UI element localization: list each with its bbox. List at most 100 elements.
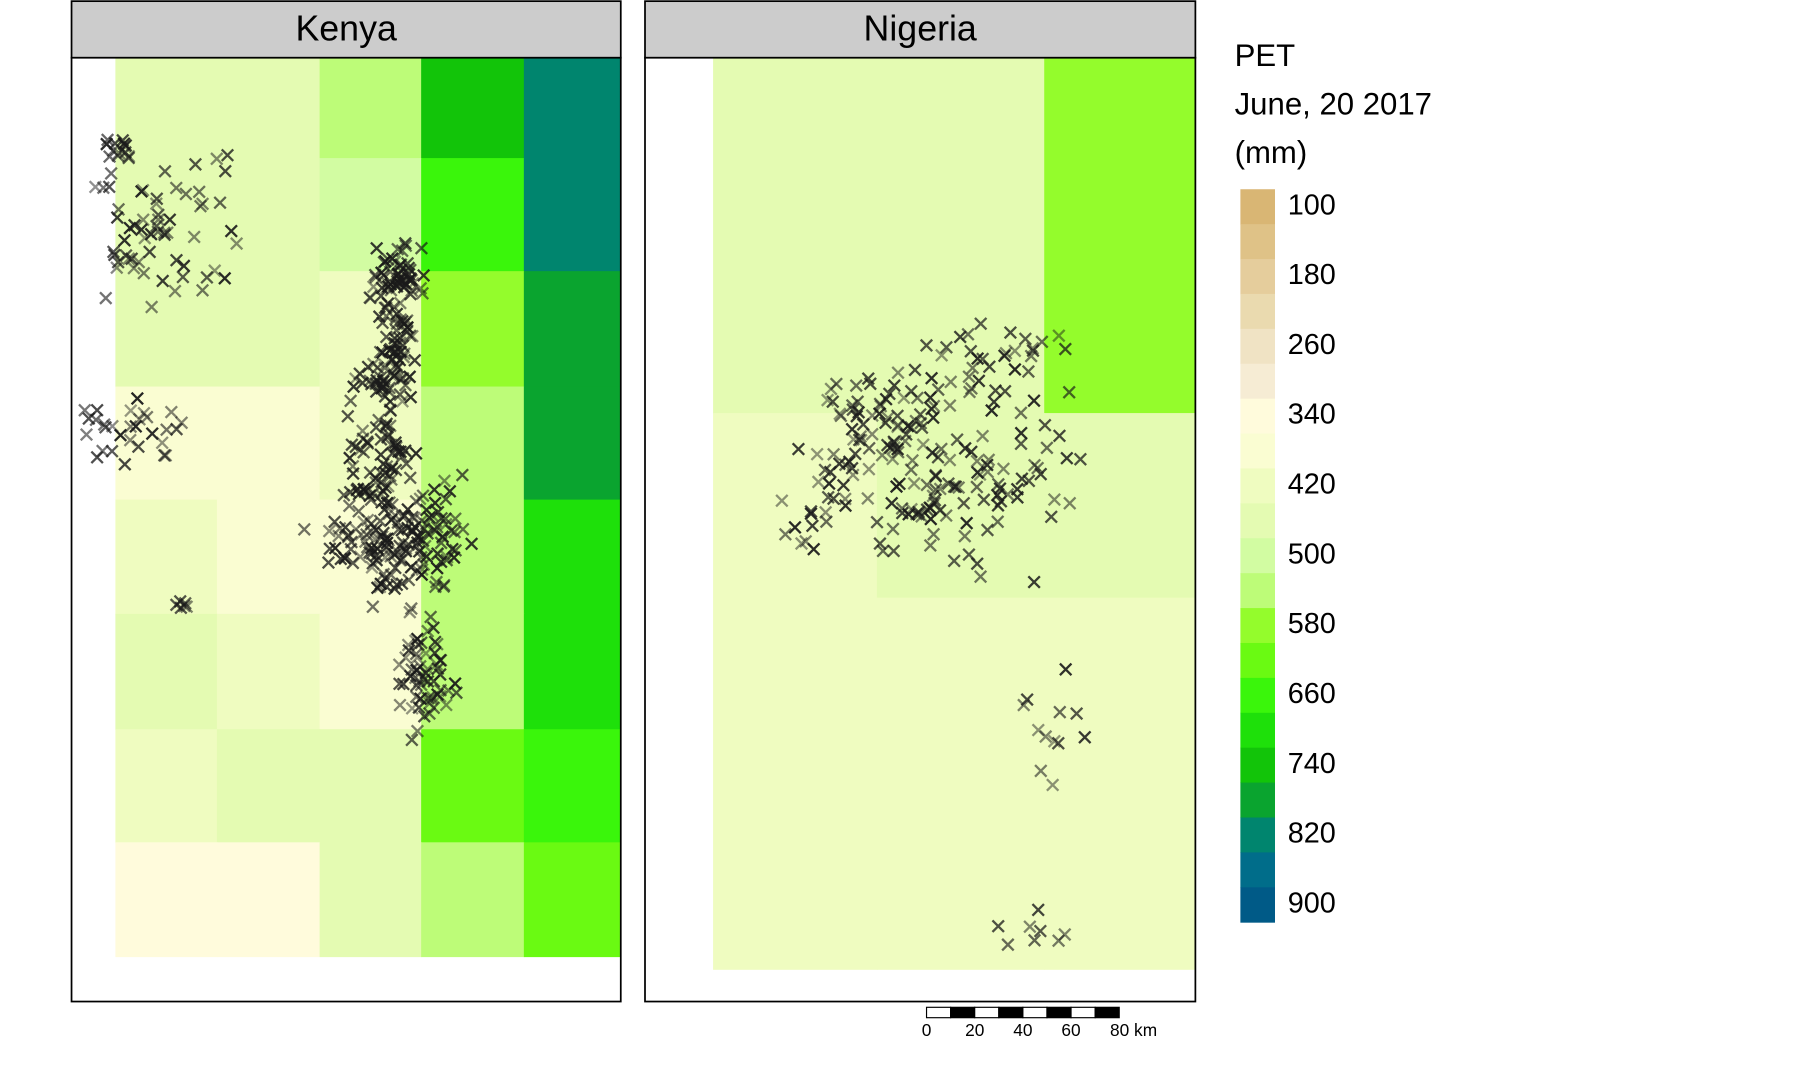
legend-swatch [1240,852,1275,888]
point-marker [990,488,1004,502]
point-marker [151,208,165,222]
raster-cell [115,271,218,388]
point-marker [456,522,470,536]
raster-cell [1044,413,1196,599]
point-marker [402,643,416,658]
point-marker [980,523,995,537]
raster-cell [216,386,321,501]
legend-swatch [1240,747,1275,784]
raster-cell [216,158,321,272]
point-marker [928,493,942,507]
point-marker [363,290,377,305]
legend-label: 740 [1288,748,1336,780]
point-marker [379,309,393,323]
raster-cell [421,271,525,388]
point-marker [929,483,943,497]
point-marker [399,544,413,558]
legend-swatch [1240,538,1275,574]
point-marker [385,447,399,461]
point-marker [863,377,877,391]
point-marker [924,512,938,526]
point-marker [399,650,413,665]
point-marker [160,423,174,437]
point-marker [439,698,453,712]
raster-cell [421,158,525,272]
point-marker [927,527,941,541]
point-marker [455,468,469,482]
legend-label: 340 [1288,399,1336,431]
point-marker [220,148,235,162]
point-marker [131,440,145,454]
raster-cell [421,729,525,843]
legend: PET June, 20 2017 (mm) 100 180 260 340 420 50… [1235,38,1432,923]
raster-cell [216,613,321,730]
raster-cell [421,386,525,501]
point-marker [381,479,395,493]
point-marker [163,213,177,227]
panel-strip [644,0,1197,59]
point-marker [364,493,378,507]
point-marker [434,653,448,667]
point-marker [368,532,382,546]
point-marker [428,496,442,510]
raster-cell [216,57,321,159]
point-marker [804,504,818,519]
legend-label: 100 [1288,189,1336,221]
point-marker [370,581,384,595]
point-marker [437,578,451,592]
point-marker [328,515,342,529]
point-marker [401,502,415,517]
point-marker [388,508,402,522]
legend-swatch [1240,398,1275,435]
raster-cell [319,842,422,958]
point-marker [819,515,833,529]
point-marker [384,472,398,487]
point-marker [408,353,422,367]
point-marker [886,522,900,536]
point-marker [1070,706,1084,721]
point-marker [123,221,137,235]
point-marker [391,360,405,374]
point-marker [361,513,375,527]
point-marker [124,404,138,418]
point-marker [1003,326,1018,340]
point-marker [117,233,132,247]
point-marker [321,555,336,570]
point-marker [439,492,453,506]
point-marker [1052,429,1067,443]
point-marker [427,483,441,497]
point-marker [398,444,412,458]
legend-label: 420 [1288,469,1336,501]
point-marker [902,507,916,521]
point-marker [944,375,958,389]
point-marker [363,465,377,480]
point-marker [366,280,381,294]
point-marker [977,493,991,507]
point-marker [346,459,360,473]
point-marker [394,553,408,567]
point-marker [991,477,1005,491]
point-marker [981,465,995,479]
point-marker [391,516,405,530]
raster-cell [523,613,622,730]
point-marker [95,444,110,458]
legend-label: 900 [1288,887,1336,919]
point-marker [966,361,980,375]
point-marker [398,236,412,250]
point-marker [410,724,425,738]
point-marker [345,438,359,452]
point-marker [405,510,419,524]
legend-swatch [1240,642,1275,679]
point-marker [919,338,934,352]
point-marker [970,480,984,494]
raster-cell [115,842,218,958]
point-marker [1023,920,1037,934]
point-marker [409,446,423,460]
point-marker [397,350,411,364]
point-marker [405,662,419,677]
legend-swatch [1240,712,1275,749]
point-marker [400,320,414,335]
panel-title: Kenya [295,9,396,49]
point-marker [175,416,189,430]
point-marker [1047,734,1061,748]
